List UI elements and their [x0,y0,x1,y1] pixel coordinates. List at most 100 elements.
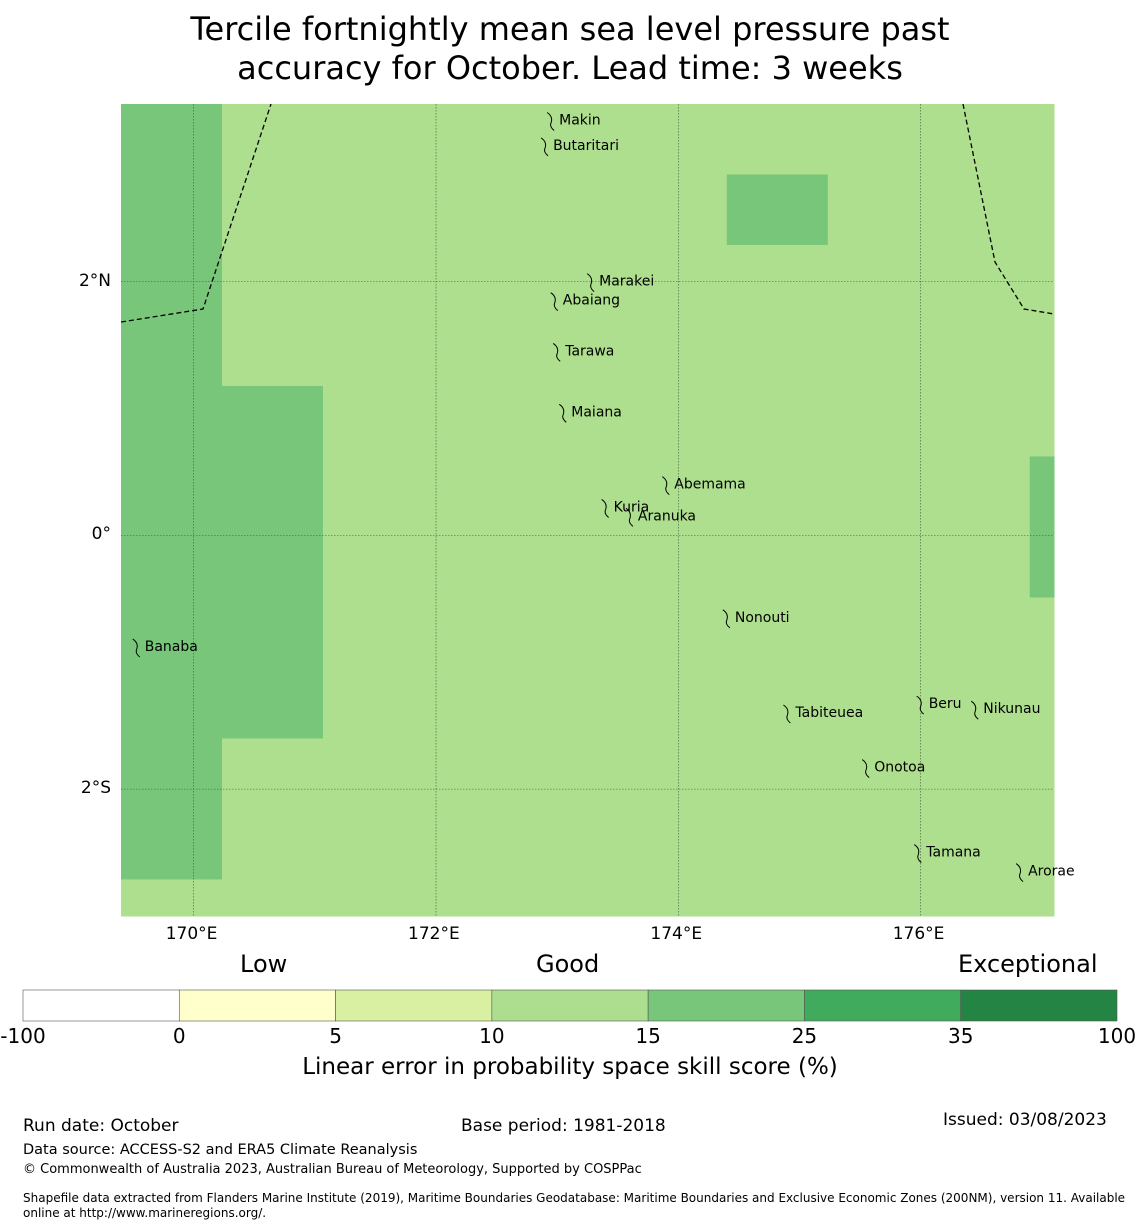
grid-cell [221,526,324,598]
island-label: Onotoa [874,760,925,776]
colorbar-segment [178,989,336,1022]
x-tick-label: 172°E [408,924,460,944]
grid-cell [423,104,526,175]
grid-cell [121,385,223,457]
grid-cell [928,526,1031,598]
grid-cell [726,667,829,739]
y-tick-label: 2°N [78,270,111,291]
colorbar-tick-label: -100 [0,1024,46,1048]
grid-cell [1029,385,1055,457]
grid-cell [1029,597,1055,669]
base-period: Base period: 1981-2018 [461,1116,666,1136]
grid-cell [827,456,930,528]
grid-cell [726,456,829,528]
colorbar-tick-label: 25 [791,1024,818,1048]
grid-cell [221,174,324,246]
grid-cell [322,104,425,175]
category-good: Good [536,950,600,978]
run-date: Run date: October [23,1116,179,1136]
grid-cell [1029,667,1055,739]
island-banaba: Banaba [132,638,198,658]
grid-cell [221,879,324,917]
grid-cell [121,597,223,669]
island-butaritari: Butaritari [540,137,619,157]
grid-cell [625,456,728,528]
colorbar-tick-label: 0 [172,1024,186,1048]
issued-date: Issued: 03/08/2023 [943,1110,1107,1130]
island-outline [586,273,595,293]
island-outline [722,609,731,629]
grid-cell [423,456,526,528]
island-label: Makin [559,112,601,128]
grid-cell [524,385,627,457]
grid-cell [1029,104,1055,175]
grid-cell [121,667,223,739]
island-outline [132,638,141,658]
grid-cell [524,174,627,246]
grid-cell [726,597,829,669]
grid-cell [726,879,829,917]
island-makin: Makin [546,112,601,131]
island-label: Tarawa [564,343,614,359]
island-label: Banaba [145,639,198,655]
colorbar [22,989,1118,1022]
island-label: Butaritari [553,138,619,154]
colorbar-segment [960,989,1118,1022]
island-label: Beru [929,696,962,712]
grid-cell [121,526,223,598]
island-outline [1015,863,1024,882]
grid-cell [726,174,829,246]
colorbar-segment [491,989,649,1022]
eez-boundary-east [962,103,1055,315]
island-abemama: Abemama [661,476,746,496]
colorbar-tick-label: 35 [947,1024,974,1048]
grid-cell [625,104,728,175]
grid-cell [423,808,526,880]
island-outline [552,342,561,362]
island-label: Abaiang [563,293,620,309]
island-outline [546,112,555,131]
island-label: Aranuka [638,508,696,524]
grid-cell [625,879,728,917]
island-nonouti: Nonouti [722,609,790,629]
grid-cell [928,879,1031,917]
island-outline [783,704,791,724]
colorbar-segment [335,989,493,1022]
shapefile-credit-line-1: Shapefile data extracted from Flanders M… [23,1191,1126,1205]
x-tick-label: 176°E [892,924,945,944]
title-line-2: accuracy for October. Lead time: 3 weeks [237,49,903,87]
island-outline [601,499,609,518]
colorbar-tick-label: 15 [635,1024,661,1048]
island-outline [916,695,925,715]
grid-cell [1029,456,1055,528]
island-outline [625,507,634,527]
grid-cell [322,174,425,246]
title-line-1: Tercile fortnightly mean sea level press… [190,10,950,48]
island-markers: Makin Butaritari Marakei Abaiang Tarawa Maian… [132,112,1075,882]
grid-cell [827,385,930,457]
island-label: Nonouti [735,610,790,626]
island-label: Marakei [599,274,654,290]
grid-cell [1029,738,1055,810]
grid-cell [928,597,1031,669]
grid-cell [423,667,526,739]
grid-cell [1029,808,1055,880]
island-nikunau: Nikunau [970,700,1040,720]
grid-cell [827,104,930,175]
island-aranuka: Aranuka [625,507,696,527]
island-maiana: Maiana [558,403,622,423]
grid-cell [121,244,223,316]
grid-cell [928,385,1031,457]
grid-cell [423,738,526,810]
grid-cell [121,738,223,810]
y-tick-label: 2°S [80,778,111,799]
eez-boundaries [120,103,1055,323]
colorbar-tick-label: 5 [329,1024,342,1048]
grid-cell [928,808,1031,880]
island-outline [861,759,870,778]
eez-boundary-west [120,103,272,323]
grid-cell [625,315,728,387]
grid-cell [726,315,829,387]
grid-cell [625,597,728,669]
island-abaiang: Abaiang [550,292,620,312]
